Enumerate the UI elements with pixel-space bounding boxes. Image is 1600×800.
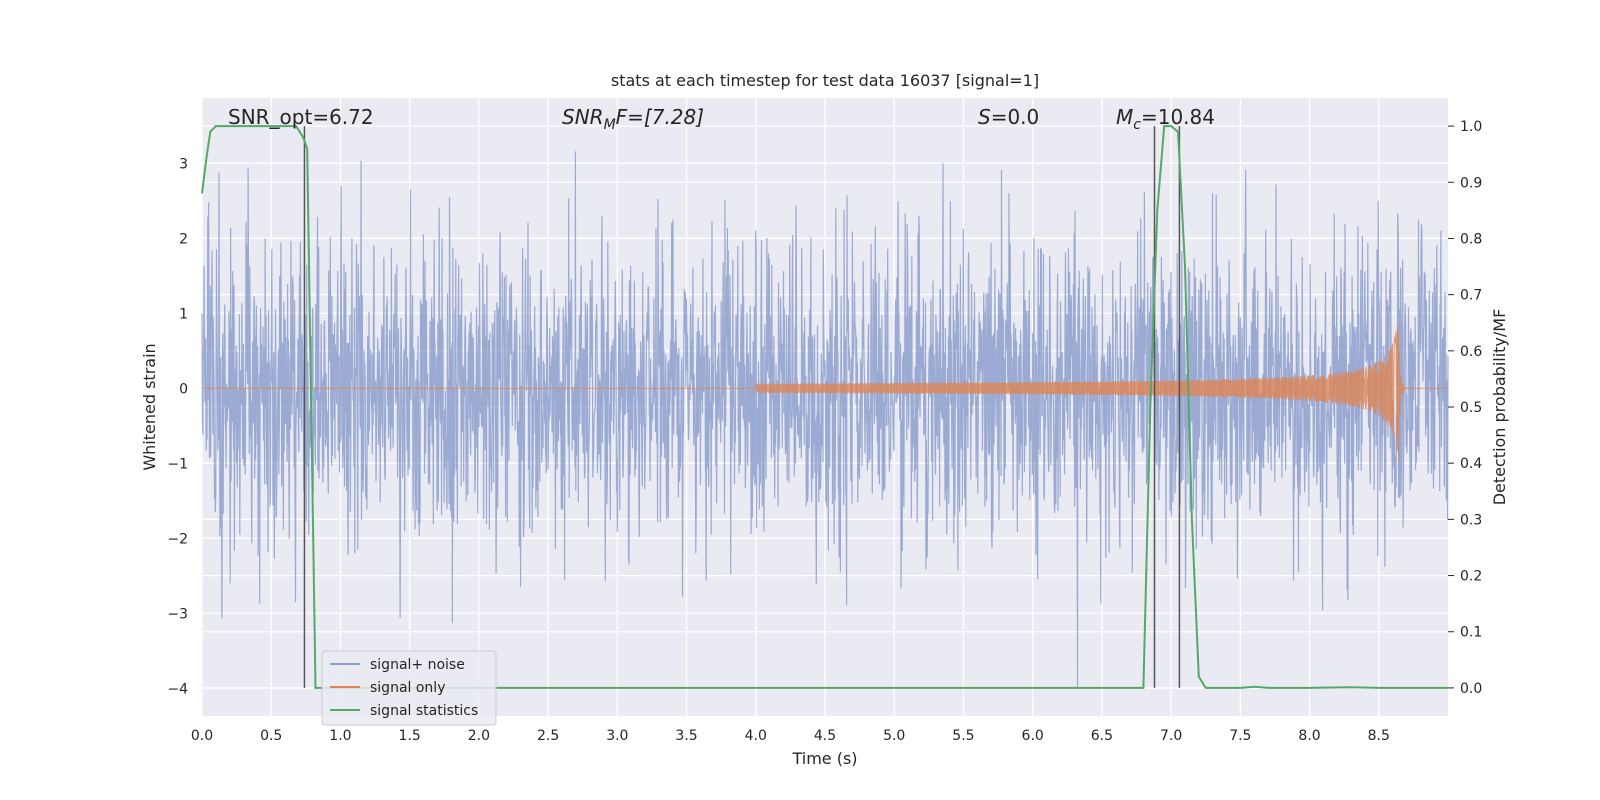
- annotation-mc-sub: c: [1133, 117, 1141, 133]
- y2-tick-label: 0.0: [1460, 681, 1482, 697]
- x-tick-label: 3.0: [606, 728, 628, 744]
- y2-tick-label: 0.2: [1460, 569, 1482, 585]
- y-tick-label: −1: [167, 456, 188, 472]
- x-tick-label: 3.5: [675, 728, 697, 744]
- chart-title: stats at each timestep for test data 160…: [611, 71, 1039, 90]
- x-tick-label: 0.5: [260, 728, 282, 744]
- annotation-snr-mf-sub: M: [604, 117, 616, 133]
- y2-tick-label: 0.8: [1460, 231, 1482, 247]
- y-tick-label: −4: [167, 681, 188, 697]
- annotation-snr-mf-rest: F=[7.28]: [616, 105, 704, 129]
- y2-tick-label: 0.7: [1460, 288, 1482, 304]
- x-tick-label: 4.5: [814, 728, 836, 744]
- annotation-snr-mf: SNRMF=[7.28]: [562, 105, 704, 133]
- legend-label-signal-statistics: signal statistics: [370, 703, 478, 719]
- legend: signal+ noise signal only signal statist…: [321, 650, 497, 726]
- y2-axis-label: Detection probability/MF: [1490, 309, 1509, 506]
- x-tick-label: 7.0: [1160, 728, 1182, 744]
- x-tick-label: 6.0: [1022, 728, 1044, 744]
- y-tick-label: 2: [179, 231, 188, 247]
- series-signal-only: [202, 325, 1448, 463]
- annotation-s-italic: S: [978, 105, 991, 129]
- annotation-s: S=0.0: [978, 105, 1039, 129]
- series-signal-noise: [201, 151, 1449, 688]
- x-tick-label: 5.5: [952, 728, 974, 744]
- series-signal-statistics: [201, 125, 1448, 689]
- annotation-snr-opt: SNR_opt=6.72: [228, 105, 374, 129]
- y-tick-label: −2: [167, 531, 188, 547]
- y2-tick-label: 0.6: [1460, 344, 1482, 360]
- vertical-markers: [303, 126, 1181, 688]
- x-tick-label: 1.0: [329, 728, 351, 744]
- annotation-snr-mf-italic: SNR: [562, 105, 604, 129]
- legend-box: [321, 650, 497, 726]
- y2-tick-label: 1.0: [1460, 119, 1482, 135]
- x-tick-label: 1.5: [399, 728, 421, 744]
- y-tick-label: 3: [179, 156, 188, 172]
- x-tick-label: 8.0: [1298, 728, 1320, 744]
- x-tick-label: 2.5: [537, 728, 559, 744]
- signal-statistics-line: [201, 125, 1448, 689]
- signal-noise-line: [201, 151, 1449, 688]
- x-tick-label: 8.5: [1368, 728, 1390, 744]
- legend-label-signal-noise: signal+ noise: [370, 657, 465, 673]
- y-tick-label: −3: [167, 606, 188, 622]
- y2-tick-label: 0.1: [1460, 625, 1482, 641]
- x-tick-label: 5.0: [883, 728, 905, 744]
- x-tick-label: 0.0: [191, 728, 213, 744]
- x-tick-label: 4.0: [745, 728, 767, 744]
- annotation-mc: Mc=10.84: [1116, 105, 1215, 133]
- x-tick-label: 7.5: [1229, 728, 1251, 744]
- x-axis-label: Time (s): [791, 749, 857, 768]
- y2-tick-label: 0.4: [1460, 456, 1482, 472]
- y-tick-label: 1: [179, 306, 188, 322]
- annotation-mc-rest: =10.84: [1141, 105, 1215, 129]
- y-axis-ticks: −4 −3 −2 −1 0 1 2 3: [167, 156, 188, 697]
- signal-only-line: [202, 325, 1448, 463]
- y-axis-label: Whitened strain: [140, 343, 159, 470]
- legend-label-signal-only: signal only: [370, 680, 445, 696]
- y2-tick-label: 0.9: [1460, 175, 1482, 191]
- x-tick-label: 2.0: [468, 728, 490, 744]
- y-tick-label: 0: [179, 381, 188, 397]
- y2-axis-ticks: 0.0 0.1 0.2 0.3 0.4 0.5 0.6 0.7 0.8 0.9 1.0: [1448, 119, 1482, 697]
- y2-tick-label: 0.5: [1460, 400, 1482, 416]
- x-tick-label: 6.5: [1091, 728, 1113, 744]
- annotation-s-rest: =0.0: [991, 105, 1040, 129]
- annotation-mc-italic: M: [1116, 105, 1133, 129]
- x-axis-ticks: 0.0 0.5 1.0 1.5 2.0 2.5 3.0 3.5 4.0 4.5 5.0 5.5 6.0 6…: [191, 728, 1390, 744]
- y2-tick-label: 0.3: [1460, 512, 1482, 528]
